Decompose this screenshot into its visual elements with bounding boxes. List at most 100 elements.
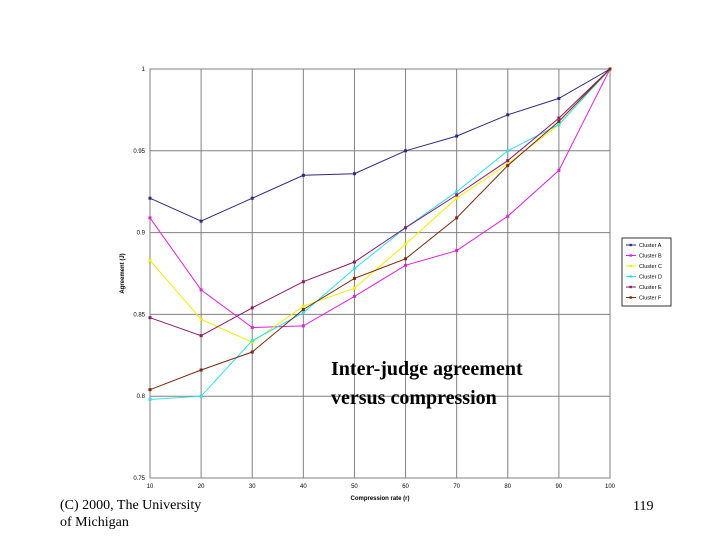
data-point [199,219,203,223]
data-point [352,260,356,264]
data-point [148,316,152,320]
data-point [301,311,305,315]
data-point [148,196,152,200]
data-point [148,216,152,220]
x-tick-label: 60 [402,484,409,490]
legend-box [621,237,672,307]
x-tick-label: 50 [351,484,358,490]
legend-marker [629,296,632,299]
data-point [352,294,356,298]
x-axis-title: Compression rate (r) [350,496,409,502]
data-point [404,226,408,230]
y-tick-label: 0.95 [133,149,145,155]
x-tick-label: 40 [300,484,307,490]
data-point [608,67,612,71]
data-point [352,172,356,176]
y-tick-label: 0.75 [133,476,145,482]
data-point [301,307,305,311]
data-point [148,397,152,401]
footer-line-2: of Michigan [60,515,129,530]
y-tick-label: 0.9 [137,231,146,237]
data-point [455,249,459,253]
data-point [506,164,510,168]
data-point [404,263,408,267]
legend-marker [629,275,632,278]
legend-marker [629,254,632,257]
data-point [199,334,203,338]
data-point [148,258,152,262]
series-line-4 [149,68,611,400]
data-point [199,317,203,321]
caption-line-2: versus compression [331,387,497,409]
data-point [301,280,305,284]
data-point [455,190,459,194]
data-point [352,276,356,280]
legend-label: Cluster E [639,285,662,291]
data-point [301,173,305,177]
data-point [506,159,510,163]
series-line-3 [149,68,611,343]
data-point [557,96,561,100]
data-point [352,267,356,271]
data-point [557,116,561,120]
series-line-2 [149,68,611,329]
data-point [250,325,254,329]
legend-label: Cluster C [639,264,662,270]
legend-label: Cluster D [639,275,662,281]
data-point [557,168,561,172]
data-point [404,242,408,246]
legend-marker [629,285,632,289]
x-tick-label: 80 [504,484,511,490]
x-tick-label: 20 [198,484,205,490]
data-point [455,134,459,138]
x-tick-label: 100 [605,484,616,490]
data-point [557,119,561,123]
data-point [301,304,305,308]
data-point [506,149,510,153]
data-point [199,394,203,398]
data-point [455,216,459,220]
data-point [455,196,459,200]
data-point [250,196,254,200]
data-point [199,288,203,292]
footer-line-1: (C) 2000, The University [60,498,202,513]
page-number: 119 [633,499,654,514]
footer-copyright: (C) 2000, The University of Michigan [60,497,230,531]
caption-line-1: Inter-judge agreement [331,358,523,380]
data-point [250,340,254,344]
legend-label: Cluster A [639,243,662,249]
legend-label: Cluster F [639,296,662,302]
data-point [506,214,510,218]
y-tick-label: 1 [142,67,146,73]
data-point [557,123,561,127]
data-point [199,368,203,372]
data-point [250,350,254,354]
data-point [352,286,356,290]
y-tick-label: 0.8 [137,394,146,400]
data-point [404,257,408,261]
series-line-1 [149,68,611,222]
legend-marker [629,264,632,268]
data-point [506,113,510,117]
data-point [250,306,254,310]
y-tick-label: 0.85 [133,312,145,318]
x-tick-label: 70 [453,484,460,490]
data-point [455,193,459,197]
data-point [404,149,408,153]
data-point [148,388,152,392]
legend-label: Cluster B [639,254,662,260]
x-tick-label: 90 [556,484,563,490]
legend-marker [629,243,632,247]
series-line-6 [149,68,611,391]
plot-area [149,68,611,479]
x-tick-label: 30 [249,484,256,490]
data-point [301,324,305,328]
data-point [506,162,510,166]
series-line-5 [149,68,611,337]
slide-caption: Inter-judge agreement versus compression [331,355,591,413]
x-tick-label: 10 [147,484,154,490]
y-axis-title: Agreement (J) [120,253,126,293]
data-point [250,339,254,343]
